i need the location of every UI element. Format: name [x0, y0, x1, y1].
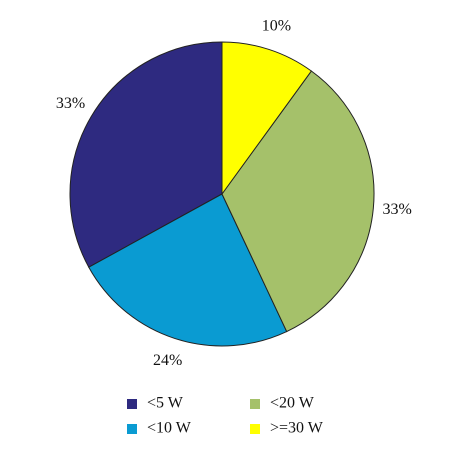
- pie-slice: [88, 193, 288, 347]
- slice-label: 33%: [56, 95, 85, 112]
- legend-label: <20 W: [270, 395, 315, 412]
- legend-swatch: [127, 424, 137, 434]
- legend-label: <10 W: [147, 420, 192, 437]
- pie-slice: [221, 70, 375, 333]
- legend-swatch: [127, 399, 137, 409]
- slice-label: 24%: [153, 352, 182, 369]
- legend-swatch: [250, 424, 260, 434]
- pie-slice: [221, 41, 313, 196]
- slice-label: 10%: [262, 17, 291, 34]
- legend-swatch: [250, 399, 260, 409]
- slice-label: 33%: [383, 201, 412, 218]
- legend-label: >=30 W: [270, 420, 324, 437]
- legend-label: <5 W: [147, 395, 184, 412]
- pie-slice: [69, 41, 223, 268]
